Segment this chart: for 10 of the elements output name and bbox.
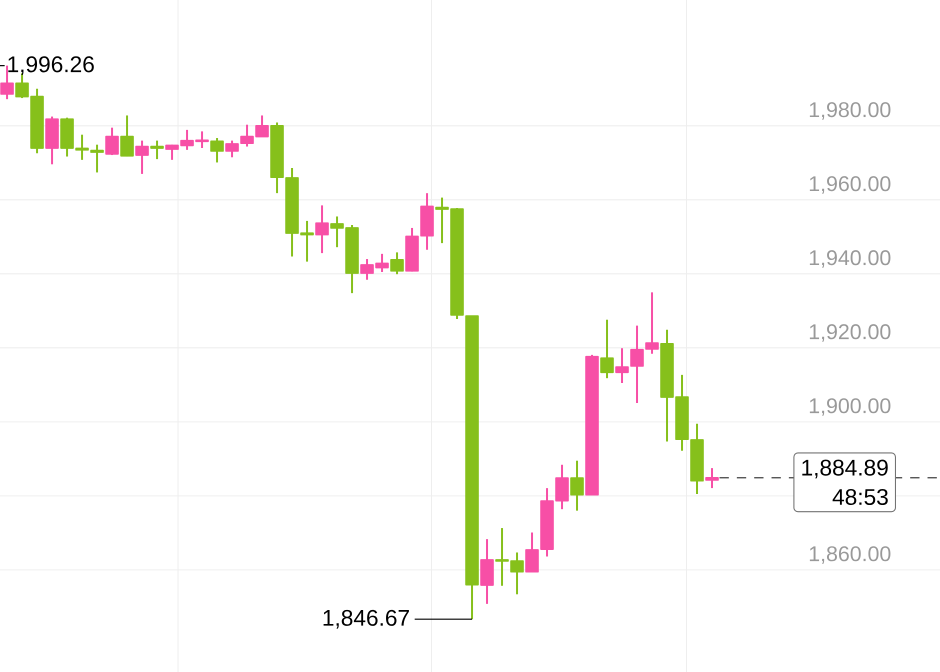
- y-tick-label: 1,940.00: [810, 250, 890, 268]
- y-tick-label: 1,900.00: [810, 398, 890, 416]
- annotation: 1,996.26: [8, 56, 94, 76]
- text: 48:53: [832, 488, 888, 506]
- y-tick-label: 1,920.00: [810, 324, 890, 342]
- annotation: 1,846.67: [324, 610, 409, 629]
- y-tick-label: 1,960.00: [810, 176, 890, 194]
- y-tick-label: 1,860.00: [810, 546, 890, 564]
- y-tick-label: 1,980.00: [810, 102, 890, 120]
- ref-line-label: 1,884.89: [802, 460, 888, 478]
